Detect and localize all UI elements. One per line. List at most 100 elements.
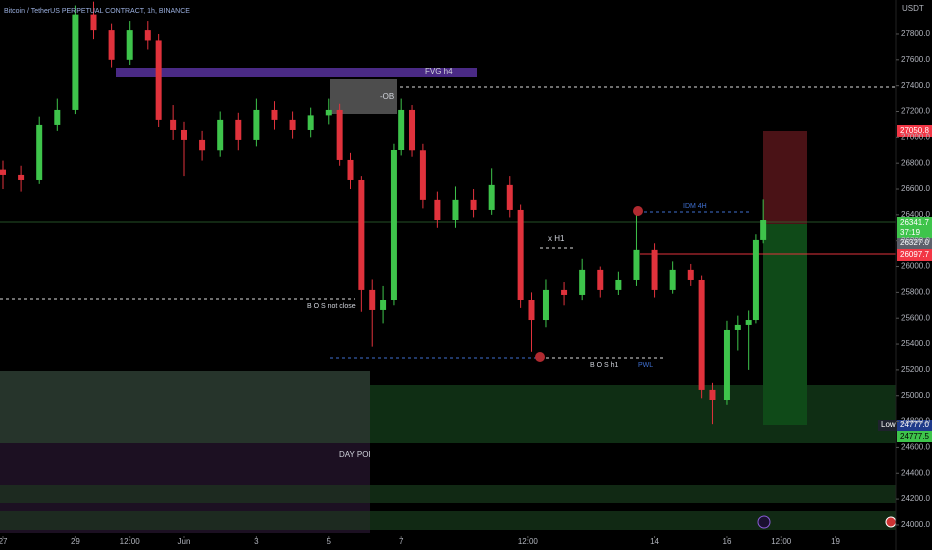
candle-body <box>289 119 296 130</box>
candle-body <box>0 169 7 175</box>
currency: USDT <box>902 4 924 13</box>
annotation: B O S h1 <box>590 362 619 369</box>
candle-body <box>488 184 495 210</box>
candle-body <box>155 40 162 120</box>
candle-body <box>36 124 43 180</box>
candle-body <box>633 249 640 280</box>
ob-zone <box>330 79 397 114</box>
fvg-zone <box>116 68 477 77</box>
price-tag <box>897 217 932 239</box>
annotation: x H1 <box>548 234 565 243</box>
candle-body <box>217 119 224 151</box>
candle-body <box>369 289 376 310</box>
countdown: 37:19 <box>900 228 921 237</box>
y-tick-label: 26000.0 <box>901 262 930 271</box>
candle-body <box>380 300 387 310</box>
candle-body <box>542 289 549 321</box>
x-tick-label: 7 <box>399 537 404 546</box>
x-tick-label: 5 <box>327 537 332 546</box>
candle-body <box>419 150 426 200</box>
candle-body <box>723 329 730 400</box>
candle-body <box>517 209 524 300</box>
candle-body <box>745 320 752 325</box>
candle-body <box>307 115 314 130</box>
y-tick-label: 26800.0 <box>901 158 930 167</box>
candle-body <box>144 30 151 41</box>
candle-body <box>452 199 459 221</box>
replay-icon[interactable] <box>757 515 771 529</box>
y-tick-label: 25000.0 <box>901 391 930 400</box>
low-label: Low <box>881 420 896 429</box>
candle-body <box>170 119 177 130</box>
candle-body <box>235 119 242 140</box>
candle-body <box>506 184 513 210</box>
y-tick-label: 27200.0 <box>901 107 930 116</box>
candle-body <box>108 30 115 60</box>
candle-body <box>752 239 759 321</box>
low-tag <box>878 420 897 431</box>
price-tag <box>897 431 932 442</box>
poi-zone <box>0 371 370 443</box>
price-tag-text: 26097.7 <box>900 250 929 259</box>
annotation: PWL <box>638 362 653 369</box>
y-tick-label: 26400.0 <box>901 210 930 219</box>
x-tick-label: Jun <box>178 537 191 546</box>
y-tick-label: 25600.0 <box>901 313 930 322</box>
candle-body <box>199 139 206 151</box>
stop-zone <box>763 131 807 224</box>
candle-body <box>180 129 187 140</box>
price-tag <box>897 420 932 431</box>
marker <box>633 206 643 216</box>
y-tick-label: 24200.0 <box>901 494 930 503</box>
x-tick-label: 12:00 <box>518 537 539 546</box>
candle-body <box>358 179 365 290</box>
candle-body <box>398 109 405 150</box>
price-tag <box>897 125 932 137</box>
price-tag <box>897 249 932 261</box>
annotation: IDM 4H <box>683 203 707 210</box>
y-tick-label: 27000.0 <box>901 132 930 141</box>
annotation: -OB <box>380 92 394 101</box>
y-tick-label: 26600.0 <box>901 184 930 193</box>
candle-body <box>528 300 535 321</box>
price-tag-text: 24777.0 <box>900 420 929 429</box>
candle-body <box>18 174 25 180</box>
x-tick-label: 16 <box>723 537 732 546</box>
x-tick-label: 27 <box>0 537 8 546</box>
price-tag-text: 24777.5 <box>900 432 929 441</box>
annotation: B O S not close <box>307 303 356 310</box>
y-tick-label: 25400.0 <box>901 339 930 348</box>
candle-body <box>126 30 133 60</box>
flag-icon[interactable] <box>885 516 897 528</box>
annotation: DAY POI <box>339 450 371 459</box>
candle-body <box>470 199 477 210</box>
candle-body <box>336 109 343 160</box>
x-tick-label: 12:00 <box>120 537 141 546</box>
x-tick-label: 29 <box>71 537 80 546</box>
demand-zone <box>370 385 896 443</box>
y-tick-label: 27400.0 <box>901 81 930 90</box>
candle-body <box>669 269 676 290</box>
y-tick-label: 24400.0 <box>901 468 930 477</box>
y-tick-label: 27600.0 <box>901 55 930 64</box>
y-tick-label: 25800.0 <box>901 287 930 296</box>
candle-body <box>615 279 622 290</box>
candle-body <box>597 269 604 290</box>
candle-body <box>434 199 441 221</box>
y-tick-label: 26200.0 <box>901 236 930 245</box>
candle-body <box>579 269 586 295</box>
candle-body <box>734 324 741 330</box>
candle-body <box>390 150 397 300</box>
y-tick-label: 24600.0 <box>901 443 930 452</box>
x-tick-label: 3 <box>254 537 259 546</box>
y-tick-label: 25200.0 <box>901 365 930 374</box>
candle-body <box>347 159 354 180</box>
candle-body <box>709 389 716 400</box>
candle-body <box>271 109 278 120</box>
candle-body <box>760 220 767 240</box>
x-tick-label: 12:00 <box>771 537 792 546</box>
band <box>370 485 896 503</box>
candle-body <box>253 109 260 140</box>
price-tag-text: 27050.8 <box>900 126 929 135</box>
